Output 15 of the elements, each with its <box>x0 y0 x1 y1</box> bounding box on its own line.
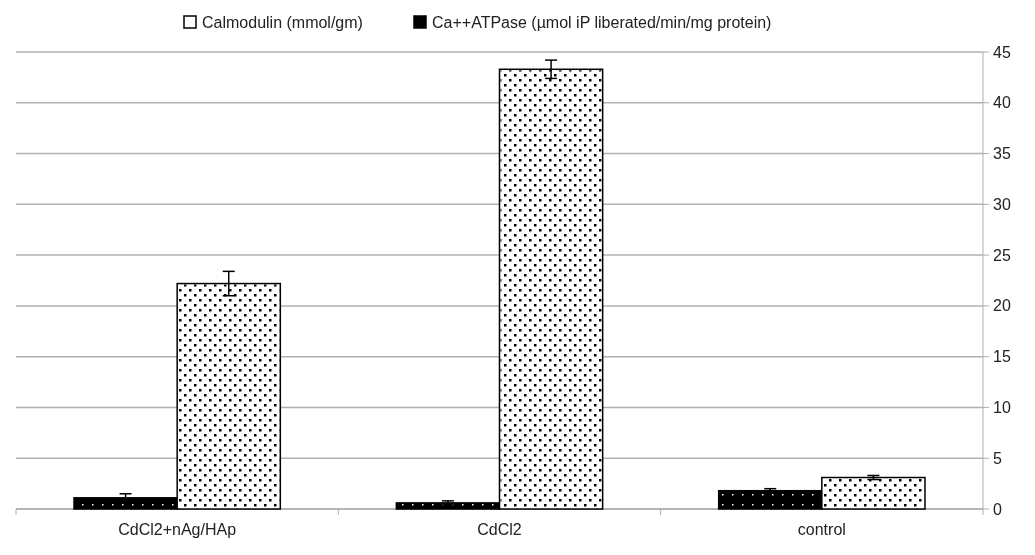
legend-label: Ca++ATPase (µmol iP liberated/min/mg protein) <box>432 14 772 31</box>
y-tick-label: 45 <box>993 43 1011 61</box>
x-tick-label: control <box>797 521 846 538</box>
y-tick-label: 0 <box>993 500 1002 518</box>
y-tick-label: 20 <box>993 297 1011 315</box>
legend-label: Calmodulin (mmol/gm) <box>202 14 363 31</box>
y-tick-label: 5 <box>993 449 1002 467</box>
y-tick-label: 35 <box>993 145 1011 163</box>
x-tick-label: CdCl2 <box>477 521 522 538</box>
y-tick-label: 40 <box>993 94 1011 112</box>
x-tick-label: CdCl2+nAg/HAp <box>118 521 237 538</box>
y-tick-label: 25 <box>993 246 1011 264</box>
y-tick-label: 10 <box>993 399 1011 417</box>
y-tick-label: 15 <box>993 348 1011 366</box>
y-tick-label: 30 <box>993 195 1011 213</box>
